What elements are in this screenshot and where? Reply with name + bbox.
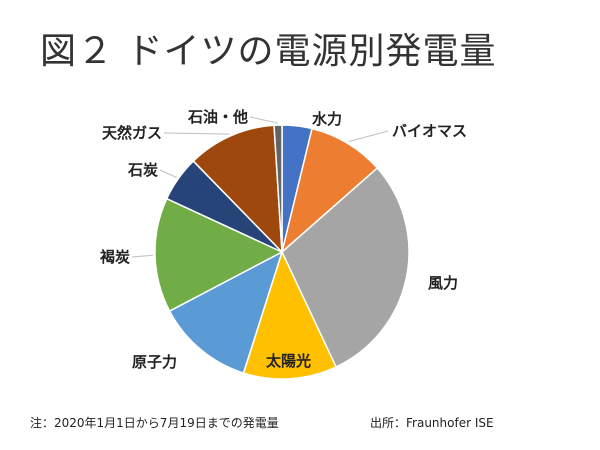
slice-label-4: 原子力 <box>132 353 177 371</box>
leader-line-6 <box>159 169 177 178</box>
pie-slice-8 <box>273 124 283 253</box>
pie-slice-7 <box>192 124 283 254</box>
chart-title: 図２ ドイツの電源別発電量 <box>40 31 497 72</box>
slice-label-2: 風力 <box>428 274 458 292</box>
source-credit: 出所：Fraunhofer ISE <box>370 416 494 430</box>
slice-label-6: 石炭 <box>127 161 158 179</box>
slice-label-3: 太陽光 <box>266 352 311 370</box>
leader-line-8 <box>249 116 279 124</box>
slice-label-8: 石油・他 <box>187 108 248 126</box>
slice-label-5: 褐炭 <box>99 248 130 266</box>
leader-line-5 <box>131 254 154 258</box>
leader-line-7 <box>163 132 230 135</box>
pie-slice-5 <box>154 197 284 313</box>
leader-line-1 <box>348 130 389 143</box>
slice-label-1: バイオマス <box>392 122 467 140</box>
slice-label-0: 水力 <box>312 110 342 128</box>
footnote: 注：2020年1月1日から7月19日までの発電量 <box>30 416 279 430</box>
pie-slice-4 <box>168 250 284 374</box>
pie-slice-1 <box>280 127 379 255</box>
pie-slice-3 <box>242 249 338 380</box>
pie-slice-2 <box>281 166 410 368</box>
slice-label-7: 天然ガス <box>102 124 162 142</box>
